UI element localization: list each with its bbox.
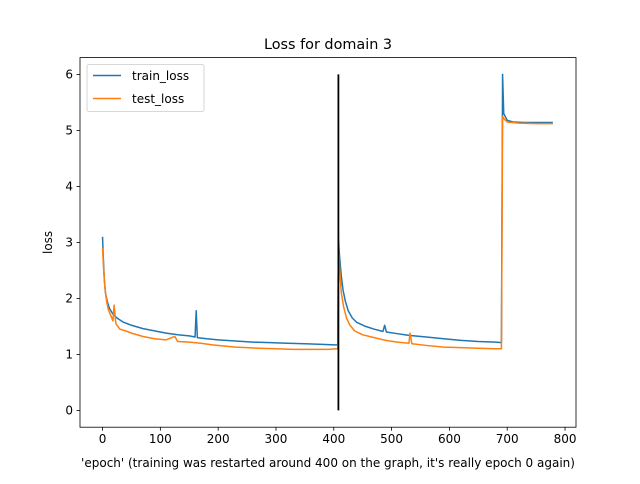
- x-axis-ticks: 0 100 200 300 400 500 600 700 800: [99, 427, 577, 446]
- x-tick-label: 600: [438, 432, 461, 446]
- x-tick-label: 800: [554, 432, 577, 446]
- legend-label-train-loss: train_loss: [132, 69, 189, 83]
- y-axis-ticks: 0 1 2 3 4 5 6: [65, 68, 80, 418]
- x-tick-label: 700: [496, 432, 519, 446]
- x-tick-label: 200: [207, 432, 230, 446]
- legend-label-test-loss: test_loss: [132, 92, 184, 106]
- y-tick-label: 2: [65, 292, 73, 306]
- y-tick-label: 6: [65, 68, 73, 82]
- y-tick-label: 1: [65, 348, 73, 362]
- chart-title: Loss for domain 3: [264, 37, 392, 53]
- y-tick-label: 0: [65, 404, 73, 418]
- series-layer: [101, 73, 553, 411]
- y-tick-label: 5: [65, 124, 73, 138]
- y-axis-label: loss: [41, 231, 55, 254]
- x-tick-label: 400: [322, 432, 345, 446]
- y-tick-label: 4: [65, 180, 73, 194]
- chart-legend: train_loss test_loss: [86, 64, 205, 112]
- y-tick-label: 3: [65, 236, 73, 250]
- x-tick-label: 300: [265, 432, 288, 446]
- x-tick-label: 0: [99, 432, 107, 446]
- x-tick-label: 500: [380, 432, 403, 446]
- x-axis-label: 'epoch' (training was restarted around 4…: [81, 456, 575, 470]
- series-line-test-loss: [101, 115, 553, 351]
- x-tick-label: 100: [149, 432, 172, 446]
